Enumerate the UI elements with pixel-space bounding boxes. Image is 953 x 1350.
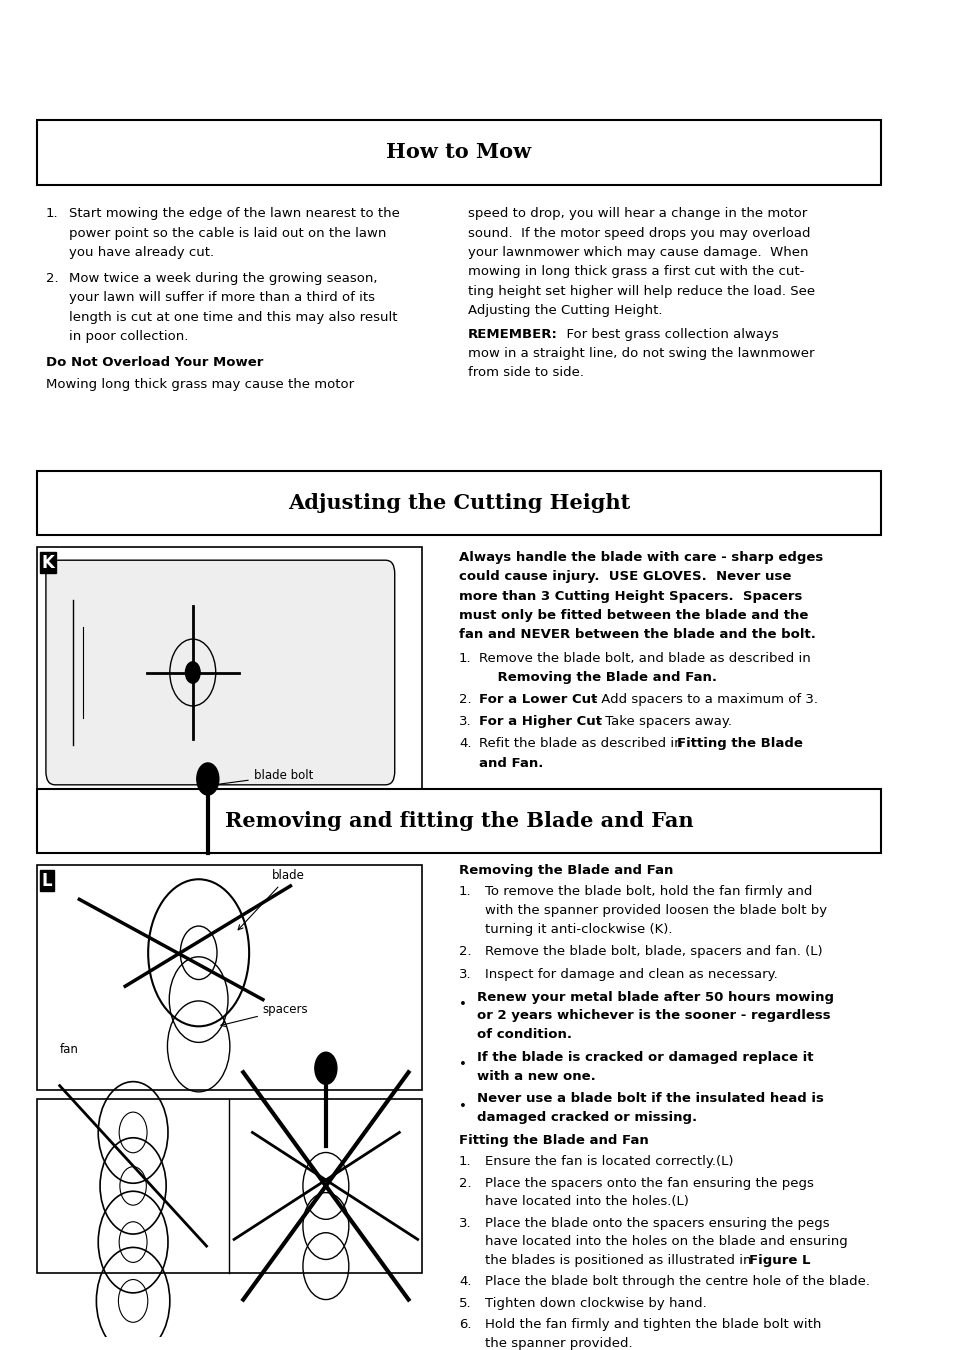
Text: Start mowing the edge of the lawn nearest to the: Start mowing the edge of the lawn neares… — [69, 208, 399, 220]
Text: of condition.: of condition. — [476, 1029, 572, 1041]
Text: 2.: 2. — [458, 1177, 471, 1189]
Circle shape — [314, 1052, 336, 1084]
Text: •: • — [458, 998, 466, 1011]
Text: blade bolt: blade bolt — [212, 769, 313, 787]
Text: 2.: 2. — [458, 694, 471, 706]
Text: •: • — [458, 1058, 466, 1072]
Text: To remove the blade bolt, hold the fan firmly and: To remove the blade bolt, hold the fan f… — [484, 886, 811, 898]
Text: the spanner provided.: the spanner provided. — [484, 1336, 632, 1350]
Text: or 2 years whichever is the sooner - regardless: or 2 years whichever is the sooner - reg… — [476, 1010, 830, 1022]
Text: Adjusting the Cutting Height: Adjusting the Cutting Height — [288, 493, 629, 513]
Text: 3.: 3. — [458, 1216, 471, 1230]
Circle shape — [185, 662, 200, 683]
Text: fan: fan — [60, 1044, 78, 1056]
Text: ting height set higher will help reduce the load. See: ting height set higher will help reduce … — [468, 285, 815, 298]
Text: must only be fitted between the blade and the: must only be fitted between the blade an… — [458, 609, 807, 622]
Bar — [36, 1099, 422, 1273]
Text: - Add spacers to a maximum of 3.: - Add spacers to a maximum of 3. — [587, 694, 817, 706]
Text: K: K — [41, 554, 54, 571]
Text: Tighten down clockwise by hand.: Tighten down clockwise by hand. — [484, 1297, 706, 1310]
Text: blade: blade — [238, 869, 305, 930]
Text: For a Lower Cut: For a Lower Cut — [478, 694, 597, 706]
Text: turning it anti-clockwise (K).: turning it anti-clockwise (K). — [484, 922, 672, 936]
Bar — [36, 865, 422, 1089]
Text: you have already cut.: you have already cut. — [69, 246, 213, 259]
Text: Remove the blade bolt, and blade as described in: Remove the blade bolt, and blade as desc… — [478, 652, 810, 664]
Text: Hold the fan firmly and tighten the blade bolt with: Hold the fan firmly and tighten the blad… — [484, 1319, 821, 1331]
Circle shape — [196, 763, 218, 795]
Text: For best grass collection always: For best grass collection always — [558, 328, 778, 340]
Text: Mow twice a week during the growing season,: Mow twice a week during the growing seas… — [69, 273, 377, 285]
Text: with the spanner provided loosen the blade bolt by: with the spanner provided loosen the bla… — [484, 903, 826, 917]
Text: Fitting the Blade: Fitting the Blade — [676, 737, 801, 751]
Text: speed to drop, you will hear a change in the motor: speed to drop, you will hear a change in… — [468, 208, 806, 220]
Text: Remove the blade bolt, blade, spacers and fan. (L): Remove the blade bolt, blade, spacers an… — [484, 945, 821, 958]
Text: power point so the cable is laid out on the lawn: power point so the cable is laid out on … — [69, 227, 386, 239]
Text: have located into the holes.(L): have located into the holes.(L) — [484, 1195, 688, 1208]
Text: 6.: 6. — [458, 1319, 471, 1331]
Text: How to Mow: How to Mow — [386, 142, 531, 162]
Text: 2.: 2. — [46, 273, 58, 285]
Text: mow in a straight line, do not swing the lawnmower: mow in a straight line, do not swing the… — [468, 347, 814, 360]
Text: 1.: 1. — [46, 208, 58, 220]
Text: 2.: 2. — [458, 945, 471, 958]
Text: with a new one.: with a new one. — [476, 1069, 596, 1083]
Text: 1.: 1. — [458, 886, 471, 898]
Text: and Fan.: and Fan. — [478, 757, 543, 769]
Text: Place the blade onto the spacers ensuring the pegs: Place the blade onto the spacers ensurin… — [484, 1216, 828, 1230]
Text: 1.: 1. — [458, 652, 471, 664]
Bar — [36, 120, 881, 185]
Text: •: • — [458, 1100, 466, 1112]
Text: 3.: 3. — [458, 716, 471, 728]
Text: Refit the blade as described in: Refit the blade as described in — [478, 737, 686, 751]
Text: more than 3 Cutting Height Spacers.  Spacers: more than 3 Cutting Height Spacers. Spac… — [458, 590, 801, 602]
Text: your lawn will suffer if more than a third of its: your lawn will suffer if more than a thi… — [69, 292, 375, 305]
Text: from side to side.: from side to side. — [468, 366, 583, 379]
Text: fan and NEVER between the blade and the bolt.: fan and NEVER between the blade and the … — [458, 628, 815, 641]
Text: length is cut at one time and this may also result: length is cut at one time and this may a… — [69, 310, 397, 324]
Text: Never use a blade bolt if the insulated head is: Never use a blade bolt if the insulated … — [476, 1092, 823, 1106]
Bar — [36, 788, 881, 853]
Text: your lawnmower which may cause damage.  When: your lawnmower which may cause damage. W… — [468, 246, 808, 259]
Text: mowing in long thick grass a first cut with the cut-: mowing in long thick grass a first cut w… — [468, 266, 803, 278]
Text: If the blade is cracked or damaged replace it: If the blade is cracked or damaged repla… — [476, 1050, 813, 1064]
Text: For a Higher Cut: For a Higher Cut — [478, 716, 601, 728]
Text: Figure L: Figure L — [748, 1254, 810, 1268]
Text: Removing and fitting the Blade and Fan: Removing and fitting the Blade and Fan — [225, 811, 693, 830]
Text: 1.: 1. — [458, 1156, 471, 1168]
Text: Inspect for damage and clean as necessary.: Inspect for damage and clean as necessar… — [484, 968, 777, 981]
Text: the blades is positioned as illustrated in: the blades is positioned as illustrated … — [484, 1254, 755, 1268]
Text: could cause injury.  USE GLOVES.  Never use: could cause injury. USE GLOVES. Never us… — [458, 570, 791, 583]
Text: - Take spacers away.: - Take spacers away. — [592, 716, 731, 728]
Text: Place the blade bolt through the centre hole of the blade.: Place the blade bolt through the centre … — [484, 1276, 869, 1288]
Text: 4.: 4. — [458, 737, 471, 751]
Bar — [36, 471, 881, 535]
Text: Adjusting the Cutting Height.: Adjusting the Cutting Height. — [468, 304, 662, 317]
Text: Removing the Blade and Fan: Removing the Blade and Fan — [458, 864, 673, 876]
Text: 5.: 5. — [458, 1297, 471, 1310]
Text: 4.: 4. — [458, 1276, 471, 1288]
Text: spacers: spacers — [221, 1003, 308, 1026]
FancyBboxPatch shape — [46, 560, 395, 784]
Text: Place the spacers onto the fan ensuring the pegs: Place the spacers onto the fan ensuring … — [484, 1177, 813, 1189]
Text: damaged cracked or missing.: damaged cracked or missing. — [476, 1111, 697, 1125]
Text: have located into the holes on the blade and ensuring: have located into the holes on the blade… — [484, 1235, 846, 1249]
Text: Removing the Blade and Fan.: Removing the Blade and Fan. — [478, 671, 717, 684]
Text: Ensure the fan is located correctly.(L): Ensure the fan is located correctly.(L) — [484, 1156, 733, 1168]
Text: in poor collection.: in poor collection. — [69, 331, 188, 343]
Text: Mowing long thick grass may cause the motor: Mowing long thick grass may cause the mo… — [46, 378, 354, 392]
Text: Fitting the Blade and Fan: Fitting the Blade and Fan — [458, 1134, 648, 1146]
Text: Renew your metal blade after 50 hours mowing: Renew your metal blade after 50 hours mo… — [476, 991, 834, 1003]
Bar — [36, 547, 422, 798]
Text: .: . — [805, 1254, 809, 1268]
Text: L: L — [41, 872, 51, 890]
Text: sound.  If the motor speed drops you may overload: sound. If the motor speed drops you may … — [468, 227, 810, 239]
Text: Always handle the blade with care - sharp edges: Always handle the blade with care - shar… — [458, 551, 822, 564]
Text: REMEMBER:: REMEMBER: — [468, 328, 558, 340]
Text: Do Not Overload Your Mower: Do Not Overload Your Mower — [46, 356, 263, 370]
Text: 3.: 3. — [458, 968, 471, 981]
